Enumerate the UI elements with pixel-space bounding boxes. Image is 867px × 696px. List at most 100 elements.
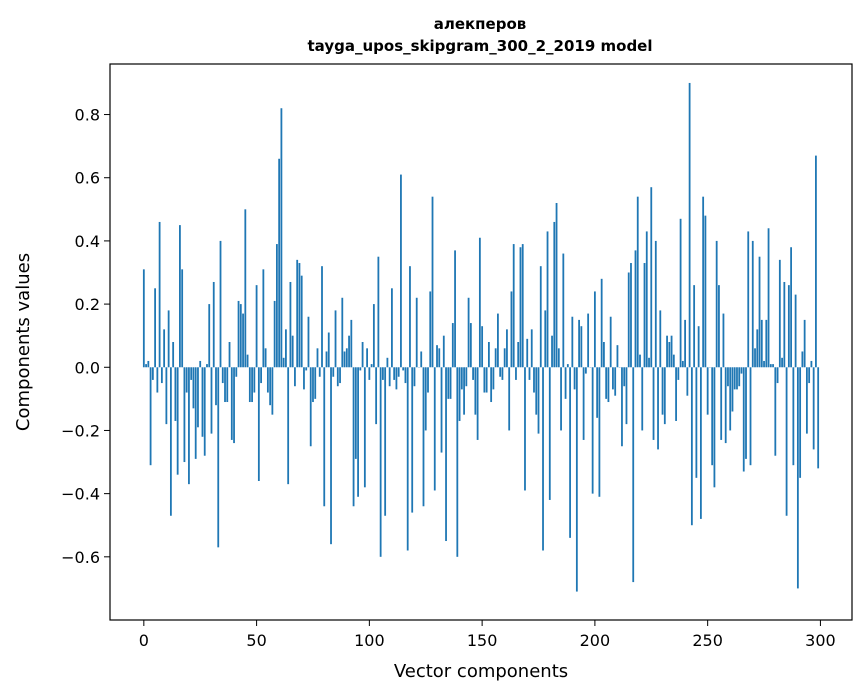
bar [244, 209, 247, 368]
bar [278, 158, 281, 368]
bar [321, 266, 323, 368]
bar [485, 367, 488, 393]
bar [316, 348, 319, 368]
bar [291, 335, 294, 368]
bar [566, 364, 569, 368]
plot-frame [109, 63, 853, 621]
bar [142, 269, 145, 368]
bar [210, 367, 213, 434]
bar [580, 326, 583, 368]
x-tick-label: 0 [139, 631, 149, 650]
bar [422, 367, 425, 507]
bar [605, 367, 608, 399]
y-tick-label: −0.4 [61, 485, 100, 504]
bar [300, 275, 303, 368]
bar [199, 360, 202, 368]
bar [790, 247, 792, 368]
bar [776, 367, 779, 384]
bar [612, 367, 614, 390]
bar [582, 367, 585, 440]
bar [575, 367, 578, 592]
bar [799, 367, 802, 478]
bar [652, 367, 655, 440]
bar [354, 367, 357, 459]
bar [431, 196, 434, 368]
bar [169, 367, 172, 516]
bar [738, 367, 741, 387]
bar [503, 348, 506, 368]
bar [165, 367, 168, 425]
bar [224, 367, 226, 403]
bar [445, 367, 447, 542]
bar [190, 367, 193, 380]
bar [343, 351, 346, 368]
bar [151, 367, 154, 380]
bar [751, 240, 754, 368]
bar [557, 348, 560, 368]
bar [551, 335, 553, 368]
bar [336, 367, 339, 387]
bar [375, 367, 378, 425]
bar [697, 326, 700, 368]
bar [411, 367, 414, 513]
bar [528, 367, 531, 380]
bar [573, 367, 576, 390]
bar [803, 319, 806, 368]
bar [654, 240, 657, 368]
bar [769, 364, 772, 368]
bar [185, 367, 188, 393]
bar [639, 354, 641, 368]
bar [742, 367, 745, 472]
bar [506, 329, 508, 368]
bar [510, 291, 513, 368]
bar [627, 272, 630, 368]
bar [260, 367, 262, 384]
bar [456, 367, 459, 557]
bar [555, 203, 558, 368]
bar [607, 367, 610, 403]
bar [810, 360, 813, 368]
bar [379, 367, 382, 557]
bar [361, 342, 364, 368]
bar [404, 367, 407, 384]
bar [578, 319, 580, 368]
bar [181, 269, 184, 368]
bar [406, 367, 409, 551]
bar [778, 259, 781, 368]
y-tick-label: 0.0 [75, 358, 100, 377]
bar [539, 266, 542, 368]
bar [257, 367, 260, 481]
bar [363, 367, 366, 488]
bar [145, 364, 147, 368]
bar [266, 367, 269, 393]
bar [176, 367, 179, 475]
bar [269, 367, 272, 406]
bar [467, 297, 470, 368]
bar [433, 367, 436, 491]
bar [706, 367, 709, 415]
bar [815, 155, 817, 368]
bar [564, 367, 567, 399]
bar [632, 367, 635, 583]
bar [754, 348, 756, 368]
bar [458, 367, 461, 421]
bar [774, 367, 777, 456]
bar [686, 367, 689, 396]
bar [305, 367, 308, 371]
bar [569, 367, 571, 538]
bar [659, 310, 662, 368]
bar [517, 342, 520, 368]
bar [368, 367, 371, 380]
bar [400, 174, 402, 368]
bar [598, 367, 601, 497]
y-tick-label: 0.4 [75, 232, 100, 251]
bar [478, 237, 481, 368]
bar [758, 256, 761, 368]
chart-subtitle: tayga_upos_skipgram_300_2_2019 model [308, 37, 653, 55]
bar [688, 82, 691, 368]
bar [736, 367, 738, 390]
bar [454, 250, 456, 368]
bar [307, 316, 310, 368]
bar [808, 367, 811, 384]
bar [348, 335, 350, 368]
